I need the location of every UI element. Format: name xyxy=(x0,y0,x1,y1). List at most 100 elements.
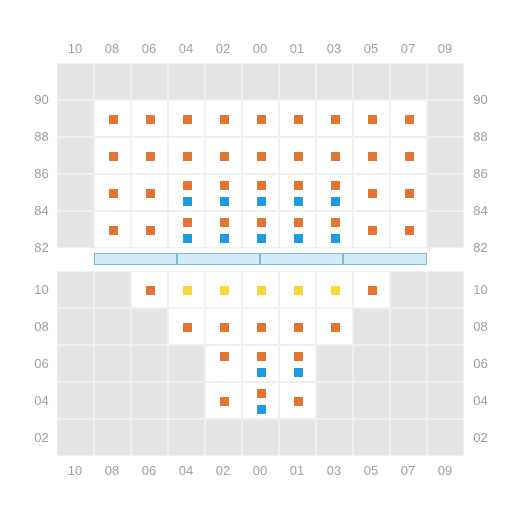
axis-label: 02 xyxy=(27,430,57,445)
grid-cell xyxy=(168,100,205,137)
grid-cell xyxy=(390,174,427,211)
grid-cell xyxy=(242,271,279,308)
axis-label: 03 xyxy=(319,41,349,56)
grid-cell xyxy=(131,345,168,382)
seat-marker xyxy=(257,234,266,243)
grid-cell xyxy=(205,345,242,382)
grid-cell xyxy=(242,63,279,100)
axis-label: 04 xyxy=(466,393,496,408)
grid-cell xyxy=(316,271,353,308)
axis-label: 02 xyxy=(208,463,238,478)
grid-cell xyxy=(57,345,94,382)
grid-cell xyxy=(131,308,168,345)
grid-cell xyxy=(279,211,316,248)
seat-marker xyxy=(220,181,229,190)
axis-label: 82 xyxy=(27,240,57,255)
axis-label: 02 xyxy=(208,41,238,56)
seat-marker xyxy=(331,115,340,124)
seat-marker xyxy=(109,115,118,124)
seat-marker xyxy=(183,286,192,295)
grid-cell xyxy=(168,382,205,419)
seat-marker xyxy=(331,197,340,206)
grid-cell xyxy=(205,174,242,211)
grid-cell xyxy=(94,345,131,382)
axis-label: 10 xyxy=(466,282,496,297)
seat-marker xyxy=(294,115,303,124)
grid-cell xyxy=(353,63,390,100)
axis-label: 00 xyxy=(245,463,275,478)
axis-label: 88 xyxy=(466,129,496,144)
grid-cell xyxy=(205,211,242,248)
grid-cell xyxy=(205,63,242,100)
seat-marker xyxy=(405,152,414,161)
grid-cell xyxy=(316,137,353,174)
grid-cell xyxy=(131,100,168,137)
grid-cell xyxy=(390,382,427,419)
grid-cell xyxy=(94,100,131,137)
grid-cell xyxy=(57,63,94,100)
grid-cell xyxy=(131,271,168,308)
grid-cell xyxy=(353,345,390,382)
grid-cell xyxy=(94,211,131,248)
seat-marker xyxy=(220,323,229,332)
seat-marker xyxy=(257,405,266,414)
grid-cell xyxy=(279,63,316,100)
grid-cell xyxy=(205,100,242,137)
axis-label: 07 xyxy=(393,463,423,478)
grid-cell xyxy=(279,308,316,345)
grid-cell xyxy=(427,174,464,211)
grid-cell xyxy=(427,308,464,345)
grid-cell xyxy=(94,419,131,456)
grid-cell xyxy=(279,100,316,137)
seat-marker xyxy=(257,152,266,161)
grid-cell xyxy=(316,63,353,100)
seat-marker xyxy=(257,218,266,227)
grid-cell xyxy=(205,308,242,345)
seat-marker xyxy=(220,197,229,206)
seat-marker xyxy=(368,152,377,161)
grid-cell xyxy=(242,211,279,248)
seat-marker xyxy=(109,226,118,235)
axis-label: 04 xyxy=(171,463,201,478)
grid-cell xyxy=(131,419,168,456)
seat-marker xyxy=(183,218,192,227)
axis-label: 06 xyxy=(134,41,164,56)
grid-cell xyxy=(168,345,205,382)
grid-cell xyxy=(168,137,205,174)
grid-cell xyxy=(279,382,316,419)
grid-cell xyxy=(57,174,94,211)
axis-label: 04 xyxy=(27,393,57,408)
seat-marker xyxy=(294,286,303,295)
grid-cell xyxy=(242,382,279,419)
seat-marker xyxy=(109,152,118,161)
seat-marker xyxy=(183,181,192,190)
grid-cell xyxy=(57,308,94,345)
grid-cell xyxy=(353,100,390,137)
seat-marker xyxy=(405,189,414,198)
grid-cell xyxy=(94,174,131,211)
grid-cell xyxy=(94,271,131,308)
grid-cell xyxy=(57,137,94,174)
axis-label: 06 xyxy=(466,356,496,371)
seat-marker xyxy=(146,226,155,235)
seat-marker xyxy=(257,323,266,332)
axis-label: 06 xyxy=(27,356,57,371)
axis-label: 05 xyxy=(356,463,386,478)
grid-cell xyxy=(57,100,94,137)
seat-marker xyxy=(294,368,303,377)
seat-marker xyxy=(220,218,229,227)
axis-label: 00 xyxy=(245,41,275,56)
grid-cell xyxy=(353,271,390,308)
seat-marker xyxy=(257,115,266,124)
axis-label: 84 xyxy=(466,203,496,218)
grid-cell xyxy=(390,345,427,382)
grid-cell xyxy=(57,382,94,419)
axis-label: 08 xyxy=(466,319,496,334)
seat-marker xyxy=(183,115,192,124)
seat-marker xyxy=(331,286,340,295)
axis-label: 09 xyxy=(430,463,460,478)
seat-marker xyxy=(405,226,414,235)
grid-cell xyxy=(57,419,94,456)
seat-marker xyxy=(146,189,155,198)
seat-marker xyxy=(183,197,192,206)
